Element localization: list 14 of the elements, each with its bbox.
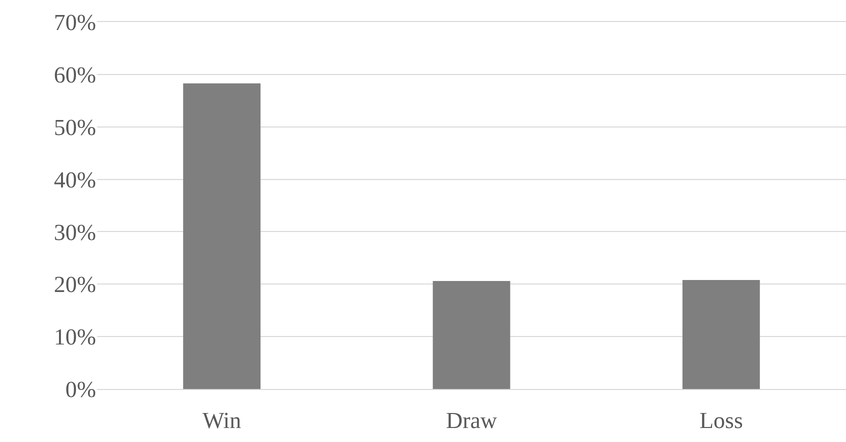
y-tick-label: 60% xyxy=(54,62,96,88)
y-tick-label: 10% xyxy=(54,324,96,350)
y-tick-label: 40% xyxy=(54,167,96,192)
x-tick-label: Draw xyxy=(446,408,498,433)
bar xyxy=(432,281,510,389)
x-tick-label: Loss xyxy=(699,408,743,433)
bar xyxy=(183,83,261,389)
y-tick-label: 20% xyxy=(54,272,96,298)
y-tick-label: 70% xyxy=(54,10,96,36)
bar xyxy=(682,280,760,389)
y-tick-label: 50% xyxy=(54,114,96,140)
y-tick-label: 0% xyxy=(65,377,96,402)
x-tick-label: Win xyxy=(202,408,242,433)
y-tick-label: 30% xyxy=(54,220,96,245)
